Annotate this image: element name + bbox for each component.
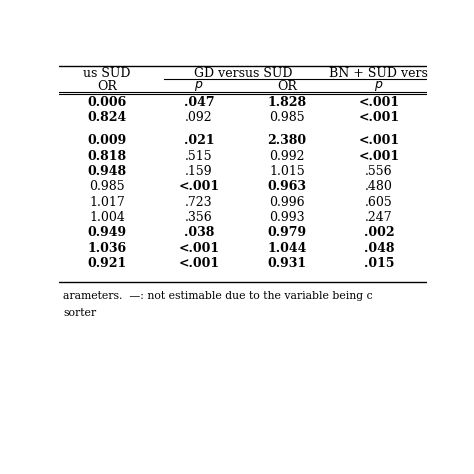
Text: .247: .247 [365,211,392,224]
Text: 0.948: 0.948 [87,165,127,178]
Text: us SUD: us SUD [83,67,131,80]
Text: $p$: $p$ [194,79,203,93]
Text: <.001: <.001 [178,257,219,270]
Text: 0.992: 0.992 [269,150,305,163]
Text: 0.006: 0.006 [87,96,127,109]
Text: <.001: <.001 [358,150,400,163]
Text: $p$: $p$ [374,79,383,93]
Text: GD versus SUD: GD versus SUD [194,67,292,80]
Text: .159: .159 [185,165,213,178]
Text: .002: .002 [364,226,394,239]
Text: .723: .723 [185,196,213,209]
Text: 1.036: 1.036 [87,242,127,255]
Text: <.001: <.001 [358,96,400,109]
Text: .038: .038 [183,226,214,239]
Text: .048: .048 [364,242,394,255]
Text: OR: OR [97,80,117,92]
Text: 1.004: 1.004 [89,211,125,224]
Text: 0.931: 0.931 [267,257,307,270]
Text: 0.949: 0.949 [87,226,127,239]
Text: <.001: <.001 [178,242,219,255]
Text: .021: .021 [183,134,214,147]
Text: 0.979: 0.979 [267,226,307,239]
Text: sorter: sorter [63,308,96,318]
Text: <.001: <.001 [178,180,219,193]
Text: .556: .556 [365,165,392,178]
Text: 0.921: 0.921 [87,257,127,270]
Text: 0.996: 0.996 [269,196,305,209]
Text: .605: .605 [365,196,393,209]
Text: 1.044: 1.044 [267,242,307,255]
Text: 0.985: 0.985 [89,180,125,193]
Text: .480: .480 [365,180,393,193]
Text: <.001: <.001 [358,134,400,147]
Text: 2.380: 2.380 [267,134,307,147]
Text: OR: OR [277,80,297,92]
Text: 0.963: 0.963 [267,180,307,193]
Text: 1.017: 1.017 [89,196,125,209]
Text: <.001: <.001 [358,111,400,124]
Text: BN + SUD vers: BN + SUD vers [329,67,428,80]
Text: .092: .092 [185,111,213,124]
Text: 1.015: 1.015 [269,165,305,178]
Text: 0.009: 0.009 [87,134,127,147]
Text: .015: .015 [364,257,394,270]
Text: .356: .356 [185,211,213,224]
Text: 1.828: 1.828 [267,96,307,109]
Text: 0.985: 0.985 [269,111,305,124]
Text: 0.824: 0.824 [87,111,127,124]
Text: .515: .515 [185,150,213,163]
Text: .047: .047 [183,96,214,109]
Text: arameters.  —: not estimable due to the variable being c: arameters. —: not estimable due to the v… [63,292,373,301]
Text: 0.818: 0.818 [87,150,127,163]
Text: 0.993: 0.993 [269,211,305,224]
